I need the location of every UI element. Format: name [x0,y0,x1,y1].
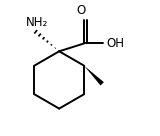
Text: OH: OH [106,37,124,50]
Polygon shape [84,66,104,86]
Text: NH₂: NH₂ [26,16,48,29]
Text: O: O [76,4,85,17]
